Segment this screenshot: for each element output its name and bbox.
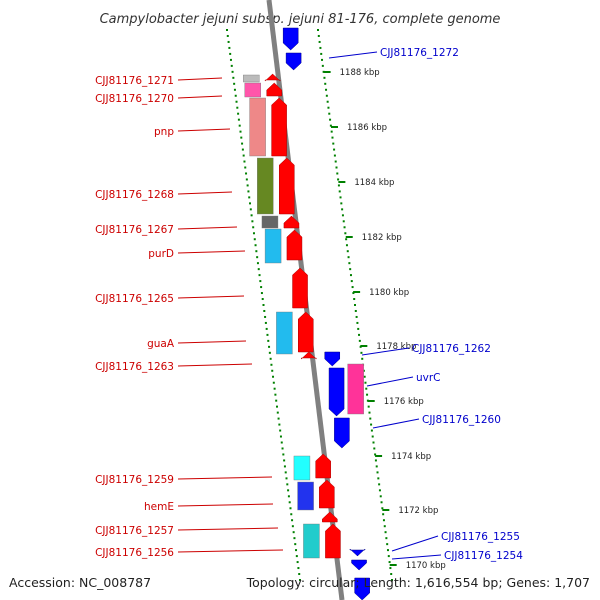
forward-gene-label: CJJ81176_1271 xyxy=(95,75,174,87)
reverse-leader-line xyxy=(328,51,378,59)
reverse-leader-line xyxy=(372,418,420,429)
topology-text: Topology: circular; Length: 1,616,554 bp… xyxy=(246,575,590,590)
reverse-gene-label: CJJ81176_1254 xyxy=(444,550,523,562)
reverse-gene-label: CJJ81176_1260 xyxy=(422,414,501,426)
scale-label: 1172 kbp xyxy=(398,506,438,516)
cog-color-block xyxy=(347,363,364,415)
forward-leader-line xyxy=(177,476,273,480)
forward-leader-line xyxy=(177,295,245,299)
forward-gene-arrow xyxy=(301,351,317,360)
forward-gene-arrow xyxy=(325,523,341,559)
forward-leader-line xyxy=(177,191,233,195)
label-layer: 1188 kbp 1186 kbp 1184 kbp 1182 kbp 1180 kbp… xyxy=(95,47,523,571)
forward-gene-label: CJJ81176_1267 xyxy=(95,224,174,236)
reverse-leader-line xyxy=(361,347,410,356)
cog-color-block xyxy=(249,97,266,157)
reverse-gene-arrow xyxy=(324,351,341,367)
reverse-gene-arrow xyxy=(328,367,345,417)
cog-color-block xyxy=(297,481,314,511)
scale-label: 1186 kbp xyxy=(347,123,387,133)
forward-gene-label: CJJ81176_1268 xyxy=(95,189,174,201)
cog-color-block xyxy=(244,82,262,98)
scale-label: 1174 kbp xyxy=(391,452,431,462)
forward-leader-line xyxy=(177,363,253,367)
reverse-gene-arrow xyxy=(285,52,302,71)
forward-gene-label: CJJ81176_1265 xyxy=(95,293,174,305)
cog-color-block xyxy=(261,215,279,229)
cog-color-block xyxy=(243,74,260,83)
reverse-leader-line xyxy=(391,535,439,552)
forward-leader-line xyxy=(177,250,246,254)
forward-gene-label: hemE xyxy=(144,501,174,513)
reverse-gene-label: CJJ81176_1262 xyxy=(412,343,491,355)
forward-leader-line xyxy=(177,503,274,507)
reverse-gene-arrow xyxy=(334,417,350,449)
scale-label: 1176 kbp xyxy=(384,397,424,407)
cog-color-block xyxy=(264,228,282,264)
reverse-gene-arrow xyxy=(354,577,370,600)
forward-gene-label: guaA xyxy=(147,338,175,350)
accession-text: Accession: NC_008787 xyxy=(9,575,151,590)
reverse-leader-line xyxy=(391,554,442,560)
forward-gene-arrow xyxy=(264,73,281,82)
forward-leader-line xyxy=(177,77,223,81)
scale-label: 1178 kbp xyxy=(376,342,416,352)
reverse-gene-label: uvrC xyxy=(416,372,441,384)
forward-gene-arrow xyxy=(283,215,300,229)
scale-label: 1188 kbp xyxy=(340,68,380,78)
forward-gene-arrow xyxy=(292,267,308,309)
forward-gene-arrow xyxy=(286,229,303,261)
forward-gene-label: CJJ81176_1259 xyxy=(95,474,174,486)
forward-gene-label: purD xyxy=(148,248,174,260)
forward-leader-line xyxy=(177,226,238,230)
reverse-gene-label: CJJ81176_1255 xyxy=(441,531,520,543)
forward-gene-arrow xyxy=(298,311,314,353)
forward-leader-line xyxy=(177,527,279,531)
scale-label: 1182 kbp xyxy=(362,233,402,243)
forward-gene-label: CJJ81176_1270 xyxy=(95,93,174,105)
forward-gene-label: CJJ81176_1257 xyxy=(95,525,174,537)
cog-color-block xyxy=(303,523,320,559)
reverse-gene-arrow xyxy=(282,27,299,51)
cog-color-block xyxy=(257,157,274,215)
forward-gene-arrow xyxy=(322,511,338,523)
map-title: Campylobacter jejuni subsp. jejuni 81-17… xyxy=(100,12,501,27)
forward-leader-line xyxy=(177,95,223,99)
cog-color-block xyxy=(293,455,311,481)
reverse-gene-arrow xyxy=(349,548,366,557)
reverse-leader-line xyxy=(366,376,414,387)
forward-gene-arrow xyxy=(319,479,335,509)
scale-label: 1170 kbp xyxy=(406,561,446,571)
reverse-gene-label: CJJ81176_1272 xyxy=(380,47,459,59)
cog-color-block xyxy=(276,311,293,355)
forward-leader-line xyxy=(177,340,247,344)
scale-label: 1180 kbp xyxy=(369,288,409,298)
scale-label: 1184 kbp xyxy=(354,178,394,188)
forward-gene-label: CJJ81176_1256 xyxy=(95,547,174,559)
reverse-gene-arrow xyxy=(351,559,367,571)
forward-gene-label: CJJ81176_1263 xyxy=(95,361,174,373)
feature-layer xyxy=(226,0,397,600)
forward-leader-line xyxy=(177,549,284,553)
forward-gene-arrow xyxy=(271,97,287,157)
forward-gene-arrow xyxy=(266,82,282,97)
forward-gene-arrow xyxy=(279,157,295,215)
forward-gene-label: pnp xyxy=(154,126,174,138)
forward-gene-arrow xyxy=(315,453,331,479)
forward-leader-line xyxy=(177,128,231,132)
